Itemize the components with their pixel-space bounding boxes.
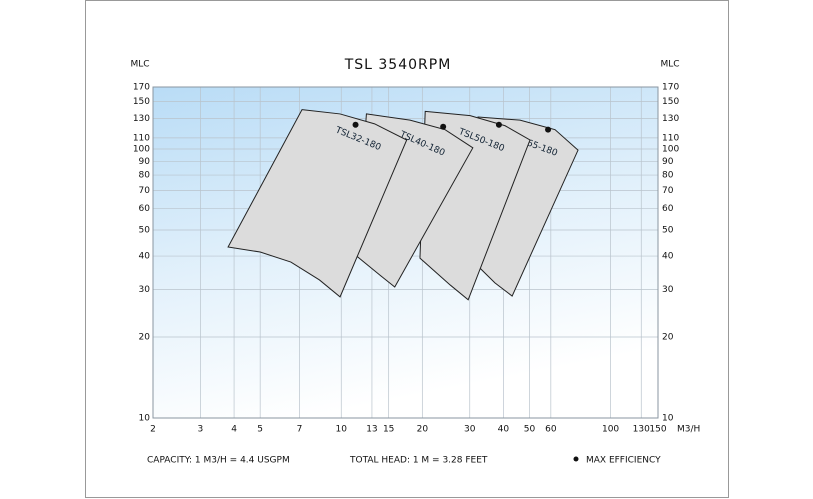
y-tick-label: 30 [139, 285, 151, 295]
y-tick-label: 90 [139, 157, 151, 167]
y-tick-label: 170 [133, 83, 150, 93]
x-tick-label: 4 [231, 425, 237, 435]
pump-region [227, 109, 408, 298]
y-tick-label: 110 [133, 133, 150, 143]
max-efficiency-point [352, 121, 359, 128]
x-tick-label: 15 [383, 425, 394, 435]
x-tick-label: 3 [198, 425, 204, 435]
x-tick-label: 5 [257, 425, 263, 435]
y2-tick-label: 50 [662, 225, 674, 235]
y2-tick-label: 110 [662, 133, 679, 143]
x-tick-label: 7 [297, 425, 303, 435]
y-tick-label: 130 [133, 114, 150, 124]
y-tick-label: 50 [139, 225, 151, 235]
x-tick-label: 10 [336, 425, 348, 435]
y2-tick-label: 20 [662, 333, 674, 343]
y2-tick-label: 10 [662, 414, 674, 424]
y-tick-label: 10 [139, 414, 151, 424]
y2-tick-label: 90 [662, 157, 674, 167]
y2-axis-label: MLC [660, 60, 679, 70]
legend-label: MAX EFFICIENCY [586, 456, 661, 466]
x-tick-label: 20 [417, 425, 429, 435]
x-tick-label: 50 [524, 425, 536, 435]
x-axis-label: M3/H [677, 425, 700, 435]
y2-tick-label: 150 [662, 97, 679, 107]
chart-title: TSL 3540RPM [344, 57, 452, 73]
max-efficiency-point [495, 121, 502, 128]
y2-tick-label: 170 [662, 83, 679, 93]
x-tick-label: 40 [498, 425, 510, 435]
y2-tick-label: 80 [662, 171, 674, 181]
max-efficiency-point [545, 126, 552, 133]
y-tick-label: 100 [133, 144, 150, 154]
y-tick-label: 60 [139, 204, 151, 214]
y2-tick-label: 60 [662, 204, 674, 214]
x-tick-label: 130 [633, 425, 650, 435]
legend-marker [573, 456, 579, 462]
note: CAPACITY: 1 M3/H = 4.4 USGPM [147, 456, 290, 466]
y-tick-label: 150 [133, 97, 150, 107]
x-tick-label: 2 [150, 425, 156, 435]
y-tick-label: 70 [139, 186, 151, 196]
max-efficiency-point [440, 123, 447, 130]
y2-tick-label: 100 [662, 144, 679, 154]
x-tick-label: 100 [602, 425, 619, 435]
x-tick-label: 13 [366, 425, 377, 435]
x-tick-label: 60 [545, 425, 557, 435]
plot-border [152, 86, 659, 419]
y2-tick-label: 130 [662, 114, 679, 124]
y2-tick-label: 40 [662, 252, 674, 262]
y-axis-label: MLC [130, 60, 149, 70]
y2-tick-label: 70 [662, 186, 674, 196]
frame [85, 0, 729, 498]
y2-tick-label: 30 [662, 285, 674, 295]
x-tick-label: 150 [649, 425, 666, 435]
y-tick-label: 40 [139, 252, 151, 262]
note: TOTAL HEAD: 1 M = 3.28 FEET [349, 456, 488, 466]
y-tick-label: 20 [139, 333, 151, 343]
x-tick-label: 30 [464, 425, 476, 435]
y-tick-label: 80 [139, 171, 151, 181]
